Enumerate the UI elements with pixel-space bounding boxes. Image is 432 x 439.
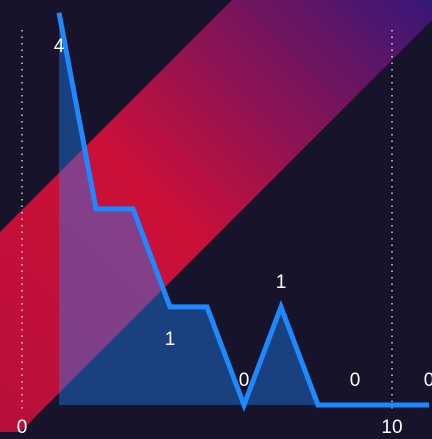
- data-label: 0: [239, 370, 250, 391]
- data-label: 1: [165, 329, 176, 350]
- data-label: 4: [54, 36, 65, 57]
- x-tick-label: 0: [17, 417, 28, 438]
- data-label: 0: [424, 370, 432, 391]
- area: [59, 12, 429, 406]
- data-label: 0: [350, 370, 361, 391]
- data-label: 1: [276, 272, 287, 293]
- x-tick-label: 10: [381, 417, 402, 438]
- line: [56, 12, 429, 413]
